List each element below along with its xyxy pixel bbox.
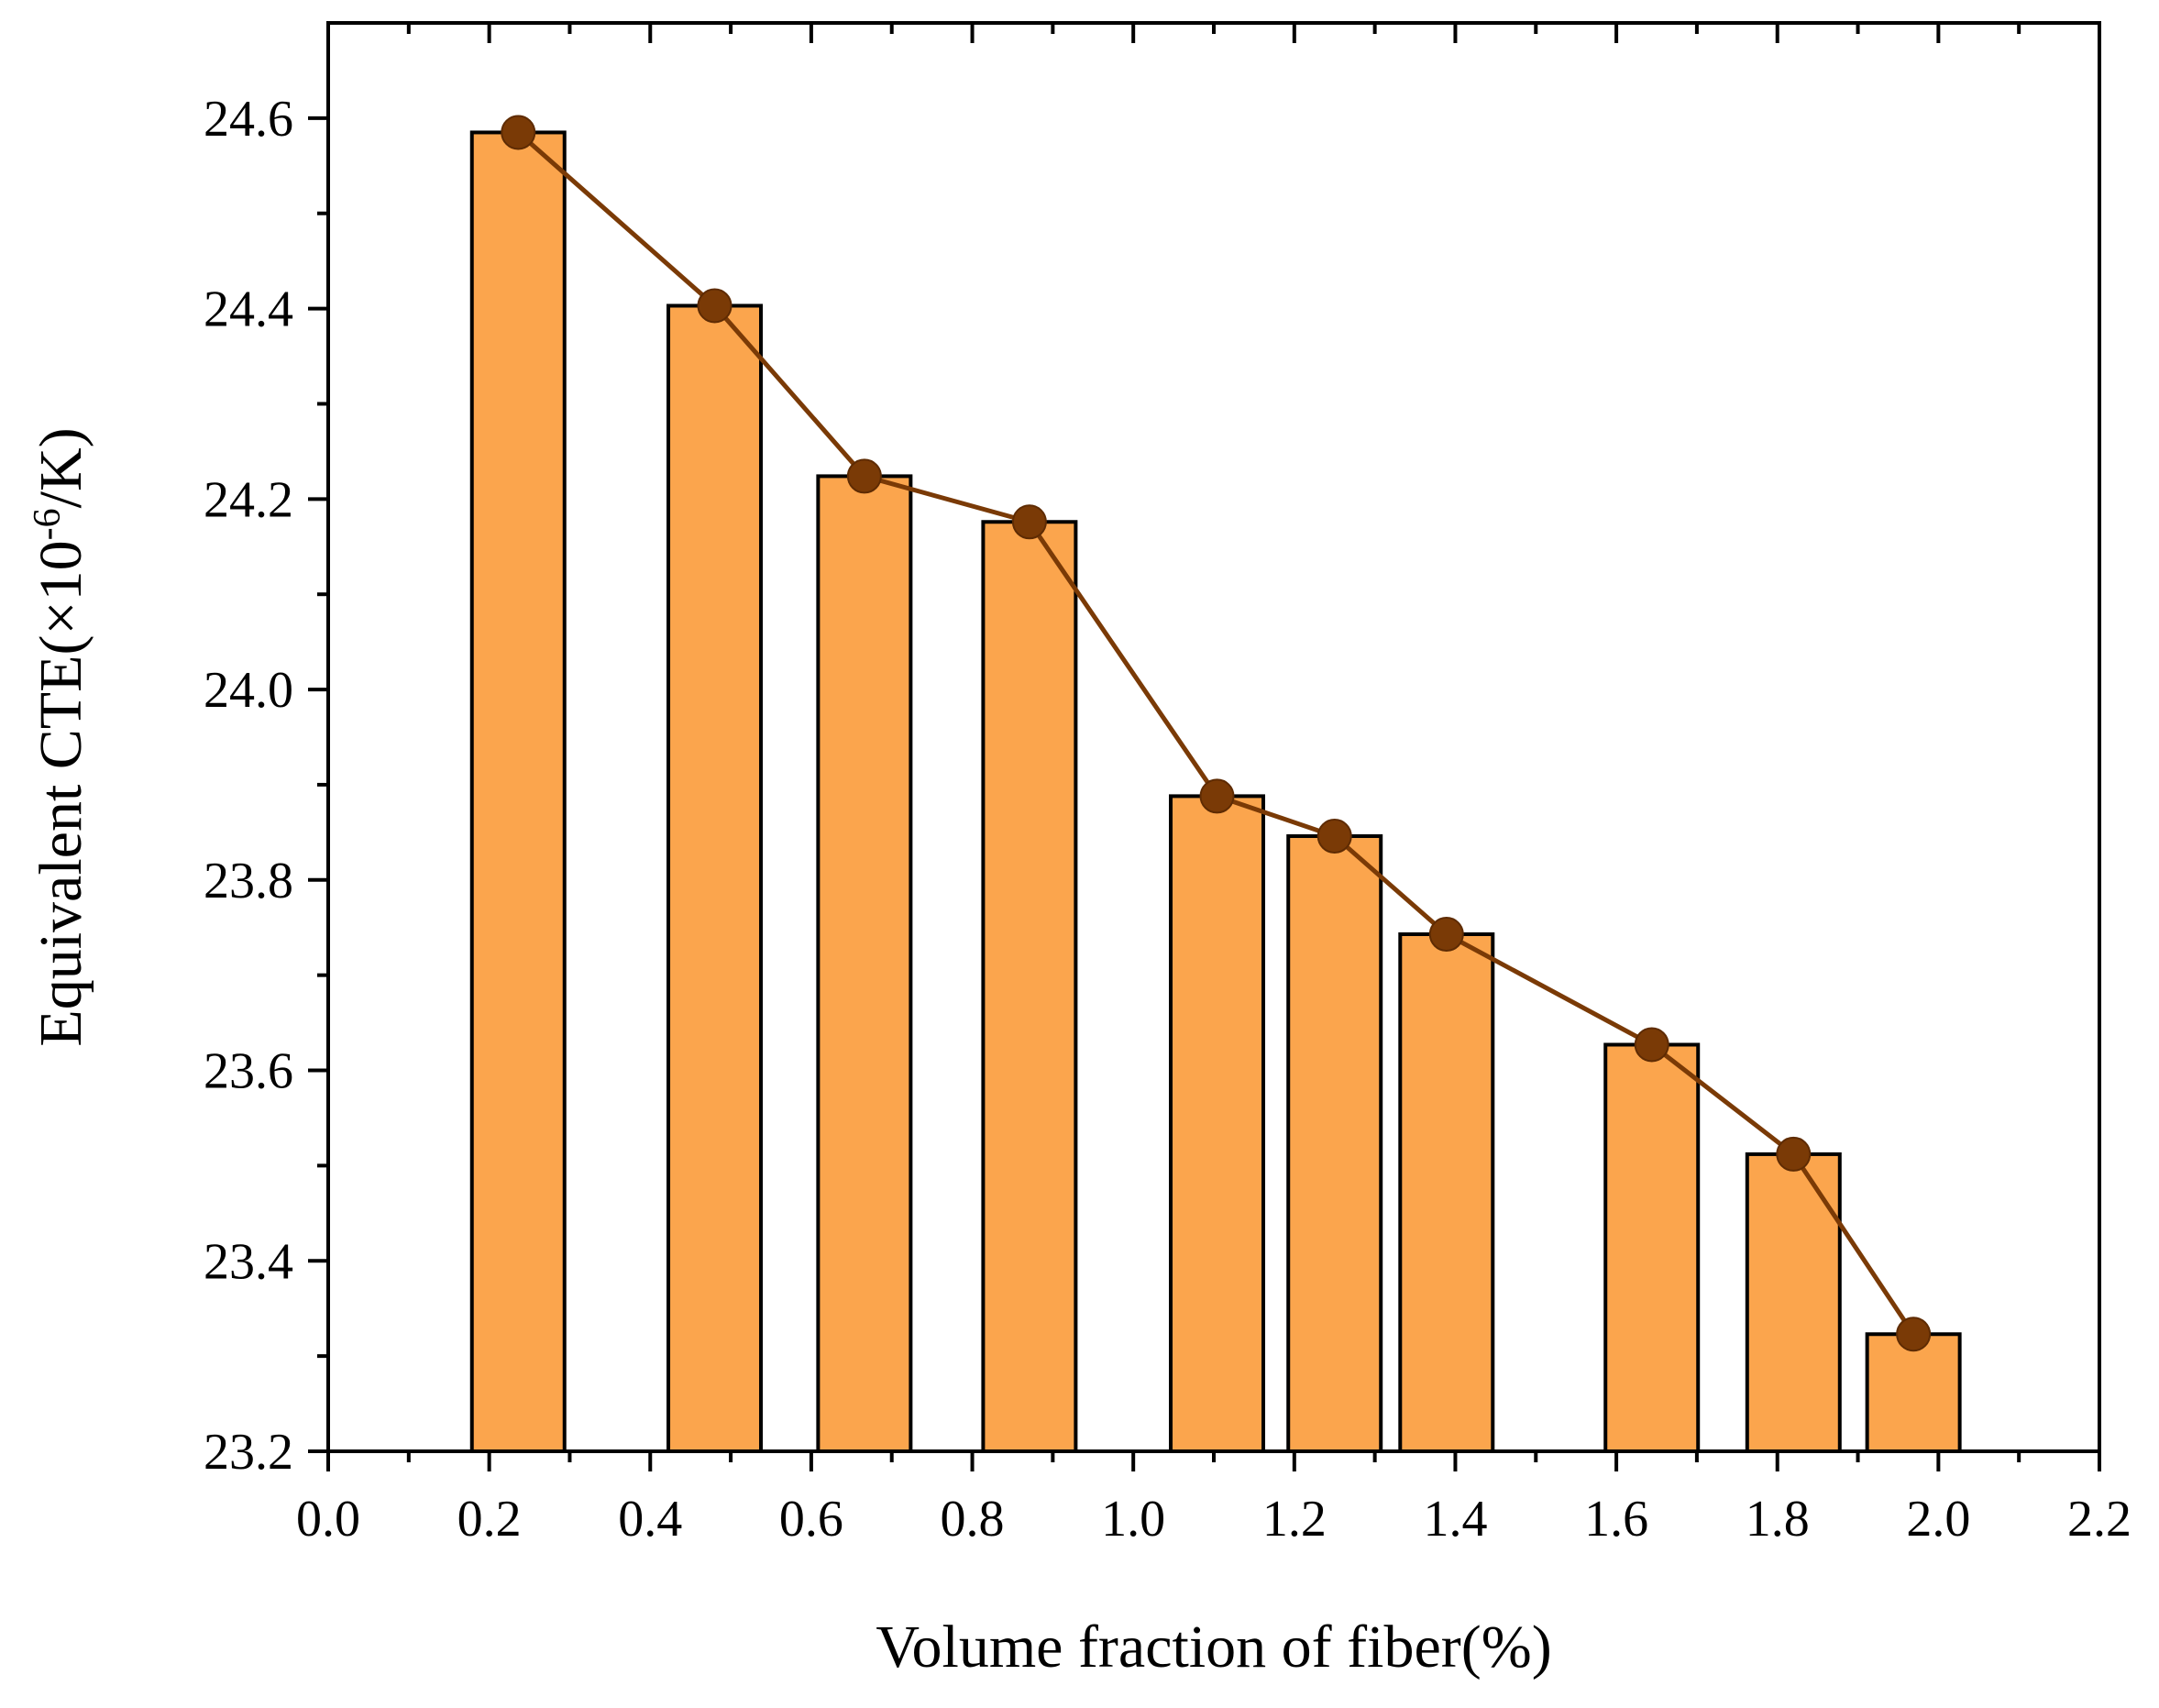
bar-3 [981,520,1078,1453]
x-tick-label-0: 0.0 [296,1491,360,1548]
marker-1 [697,288,733,324]
bar-0 [469,130,567,1454]
x-tick-label-11: 2.2 [2067,1491,2131,1548]
marker-2 [846,458,882,494]
x-tick-label-6: 1.2 [1262,1491,1327,1548]
bar-1 [666,303,764,1453]
x-tick-label-4: 0.8 [941,1491,1005,1548]
y-tick-label-1: 23.4 [204,1233,293,1290]
bar-4 [1169,794,1266,1453]
ticks-group [308,23,2101,1471]
y-axis-title-superscript: -6 [27,508,69,540]
marker-7 [1634,1027,1669,1063]
marker-3 [1011,504,1047,540]
markers-group [501,115,1932,1352]
bar-7 [1603,1042,1701,1454]
x-tick-labels: 0.0 0.2 0.4 0.6 0.8 1.0 1.2 1.4 1.6 1.8 2.0 2.2 [296,1491,2131,1548]
bar-5 [1286,834,1383,1453]
y-tick-labels: 23.2 23.4 23.6 23.8 24.0 24.2 24.4 24.6 [204,91,293,1481]
bar-6 [1398,932,1495,1453]
series-line [516,130,1916,1336]
marker-9 [1896,1317,1932,1352]
x-tick-label-3: 0.6 [779,1491,843,1548]
x-tick-label-1: 0.2 [457,1491,522,1548]
y-tick-label-4: 24.0 [204,662,293,719]
x-tick-label-5: 1.0 [1101,1491,1165,1548]
bar-2 [816,474,913,1454]
y-tick-label-3: 23.8 [204,853,293,909]
marker-0 [501,115,536,150]
y-tick-label-0: 23.2 [204,1424,293,1481]
x-tick-label-8: 1.6 [1584,1491,1648,1548]
y-tick-label-7: 24.6 [204,91,293,148]
y-tick-label-5: 24.2 [204,471,293,528]
y-axis-title-prefix: Equivalent CTE(×10 [28,540,94,1046]
x-axis-title: Volume fraction of fiber(%) [876,1614,1551,1680]
x-tick-label-9: 1.8 [1746,1491,1810,1548]
y-tick-label-6: 24.4 [204,281,293,338]
x-tick-label-10: 2.0 [1906,1491,1970,1548]
marker-4 [1199,778,1235,814]
marker-8 [1776,1136,1812,1172]
y-tick-label-2: 23.6 [204,1043,293,1100]
bar-9 [1865,1332,1962,1454]
marker-5 [1316,819,1352,854]
x-tick-label-2: 0.4 [618,1491,682,1548]
x-tick-label-7: 1.4 [1423,1491,1487,1548]
y-axis-title-suffix: /K) [28,427,94,508]
marker-6 [1428,917,1464,953]
y-axis-title: Equivalent CTE(×10-6/K) [27,427,94,1046]
